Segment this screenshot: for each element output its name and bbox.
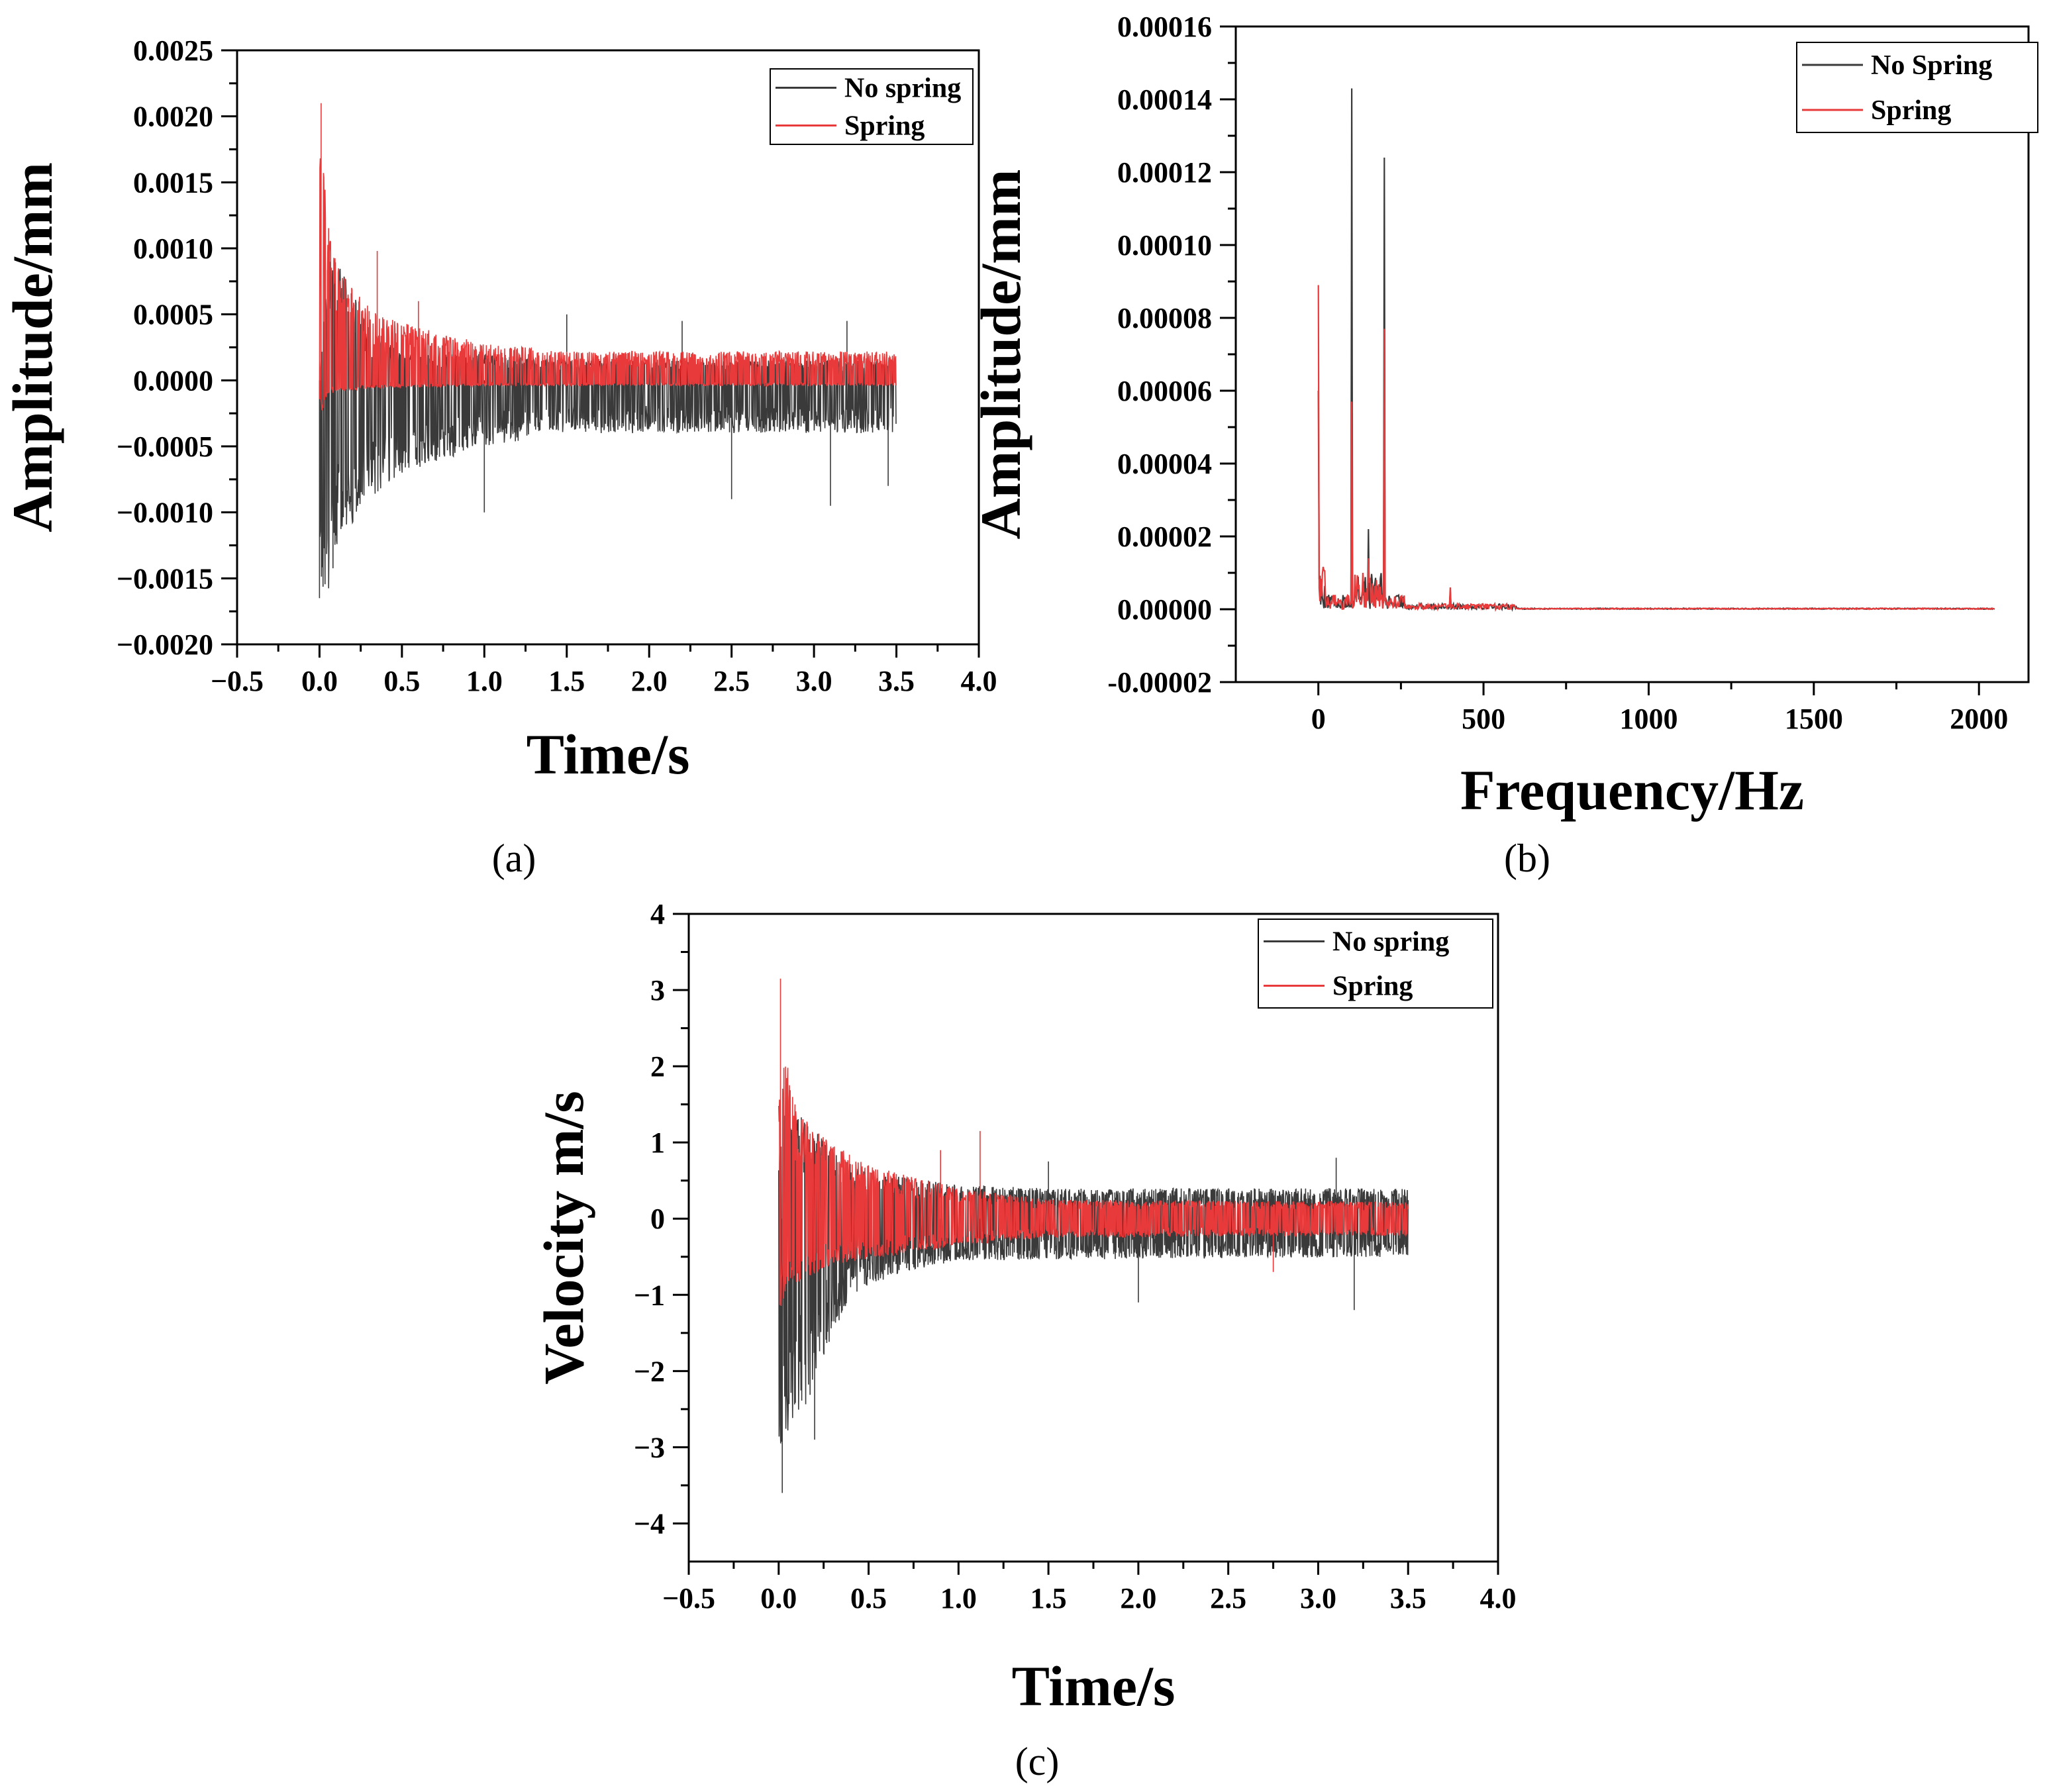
- x-tick-label: 1.0: [466, 665, 503, 697]
- y-tick-label: 2: [650, 1050, 665, 1083]
- x-tick-label: 1500: [1785, 703, 1843, 735]
- x-tick-label: 2.0: [631, 665, 668, 697]
- x-tick-label: 4.0: [1480, 1582, 1517, 1615]
- y-tick-label: −0.0020: [117, 628, 213, 661]
- y-tick-label: 3: [650, 974, 665, 1007]
- x-tick-label: 0.5: [383, 665, 420, 697]
- legend: No spring Spring: [770, 68, 974, 145]
- y-tick-label: 0.0005: [133, 299, 213, 331]
- y-tick-label: 0.0000: [133, 364, 213, 397]
- y-axis-title: Velocity m/s: [532, 1091, 595, 1384]
- y-tick-label: −3: [634, 1431, 665, 1464]
- chart-b-amplitude-frequency: 0 500 1000 1500 2000 -0.00002 0.00000 0.00002 0.…: [969, 11, 2038, 880]
- x-axis-title: Time/s: [526, 722, 690, 786]
- x-tick-label: −0.5: [662, 1582, 715, 1615]
- y-tick-label: 0.0010: [133, 232, 213, 265]
- x-tick-label: 0.0: [760, 1582, 797, 1615]
- legend-box: [770, 68, 974, 145]
- x-tick-label: 1.0: [940, 1582, 977, 1615]
- x-tick-label: 3.5: [878, 665, 915, 697]
- legend-label: No spring: [844, 74, 961, 104]
- panel-caption: (b): [1504, 836, 1550, 880]
- y-tick-label: 0.0015: [133, 166, 213, 199]
- legend-label: Spring: [844, 111, 925, 142]
- x-tick-label: 0.5: [850, 1582, 887, 1615]
- y-tick-label: 0.0020: [133, 101, 213, 133]
- x-tick-label: −0.5: [211, 665, 264, 697]
- x-tick-label: 0.0: [301, 665, 338, 697]
- series-line-spring: [1317, 285, 1995, 613]
- y-tick-label: -0.00002: [1107, 666, 1212, 699]
- legend: No spring Spring: [1258, 919, 1493, 1009]
- x-tick-label: 3.0: [796, 665, 832, 697]
- plot-area: [1317, 88, 1995, 613]
- series-line-no-spring: [778, 1110, 1409, 1493]
- y-tick-label: −0.0010: [117, 497, 213, 529]
- x-tick-label: 0: [1311, 703, 1326, 735]
- y-axis-title: Amplitude/mm: [969, 170, 1032, 540]
- x-tick-label: 1.5: [1030, 1582, 1067, 1615]
- x-tick-label: 4.0: [961, 665, 997, 697]
- y-tick-label: −0.0005: [117, 430, 213, 463]
- x-tick-label: 3.5: [1390, 1582, 1427, 1615]
- panel-caption: (a): [492, 836, 536, 880]
- y-tick-label: 0.00014: [1117, 83, 1212, 116]
- x-tick-label: 2.0: [1120, 1582, 1156, 1615]
- series-line-spring: [778, 978, 1409, 1307]
- series-line-spring: [319, 103, 897, 411]
- y-tick-label: 0: [650, 1203, 665, 1235]
- panel-caption: (c): [1015, 1740, 1060, 1783]
- y-axis-title: Amplitude/mm: [1, 162, 64, 532]
- chart-c-velocity-time: −0.5 0.0 0.5 1.0 1.5 2.0 2.5 3.0 3.5 4.0 −4 −3 −2 −1 0…: [532, 898, 1517, 1783]
- y-tick-label: 0.00004: [1117, 448, 1212, 480]
- plot-area: [778, 978, 1409, 1493]
- y-tick-label: 0.0025: [133, 34, 213, 67]
- legend-label: No Spring: [1871, 50, 1992, 81]
- y-tick-label: 0.00012: [1117, 156, 1212, 189]
- y-tick-label: −4: [634, 1507, 665, 1540]
- y-tick-label: 0.00000: [1117, 593, 1212, 626]
- plot-area: [319, 103, 897, 599]
- y-tick-label: 0.00002: [1117, 521, 1212, 553]
- y-tick-label: 0.00016: [1117, 11, 1212, 43]
- legend-label: Spring: [1871, 95, 1951, 126]
- y-tick-label: −2: [634, 1355, 665, 1387]
- x-tick-label: 2000: [1950, 703, 2008, 735]
- x-tick-label: 1000: [1619, 703, 1678, 735]
- x-tick-label: 500: [1462, 703, 1505, 735]
- y-tick-label: −0.0015: [117, 562, 213, 595]
- x-tick-label: 3.0: [1300, 1582, 1336, 1615]
- series-line-no-spring: [319, 262, 897, 599]
- legend-box: [1796, 42, 2038, 133]
- legend-label: No spring: [1332, 927, 1449, 958]
- chart-a-amplitude-time: −0.5 0.0 0.5 1.0 1.5 2.0 2.5 3.0 3.5 4.0 −0.0020 −0…: [1, 34, 997, 880]
- y-tick-label: 0.00010: [1117, 229, 1212, 262]
- legend-box: [1258, 919, 1493, 1009]
- legend-label: Spring: [1332, 971, 1413, 1002]
- y-tick-label: 0.00006: [1117, 375, 1212, 407]
- y-tick-label: −1: [634, 1279, 665, 1311]
- y-tick-label: 1: [650, 1126, 665, 1159]
- x-tick-label: 2.5: [713, 665, 750, 697]
- y-tick-label: 0.00008: [1117, 302, 1212, 334]
- y-tick-label: 4: [650, 898, 665, 930]
- x-tick-label: 2.5: [1210, 1582, 1246, 1615]
- x-axis-title: Frequency/Hz: [1460, 758, 1804, 822]
- legend: No Spring Spring: [1796, 42, 2038, 133]
- x-tick-label: 1.5: [548, 665, 585, 697]
- x-axis-title: Time/s: [1012, 1654, 1176, 1718]
